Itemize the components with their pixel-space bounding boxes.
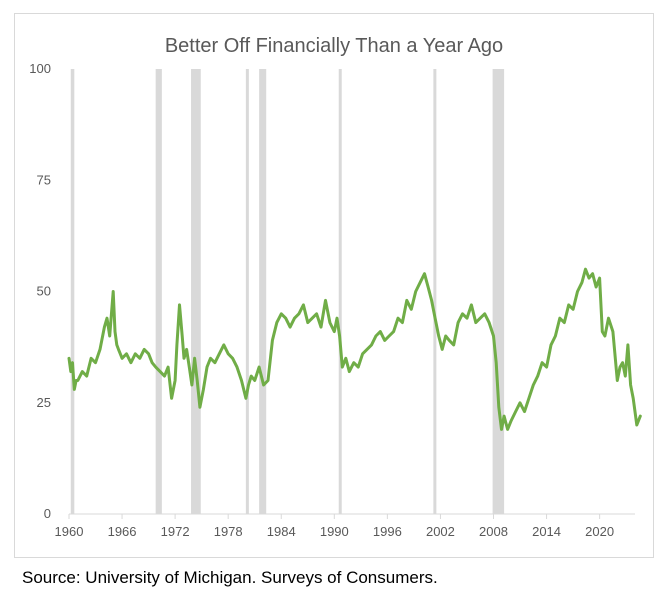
x-tick-label: 1978 (214, 524, 243, 539)
recession-band (259, 69, 267, 514)
chart-title: Better Off Financially Than a Year Ago (165, 35, 503, 57)
recession-band (245, 69, 249, 514)
x-tick-label: 1960 (55, 524, 84, 539)
recession-band (191, 69, 201, 514)
y-tick-label: 25 (37, 395, 51, 410)
x-tick-label: 2002 (426, 524, 455, 539)
series-line (67, 267, 642, 431)
x-tick-label: 1984 (267, 524, 296, 539)
x-tick-label: 1990 (320, 524, 349, 539)
recession-band (155, 69, 162, 514)
source-note: Source: University of Michigan. Surveys … (22, 568, 438, 587)
y-tick-label: 0 (44, 506, 51, 521)
chart-frame: Better Off Financially Than a Year Ago 0… (14, 13, 654, 558)
recession-band (433, 69, 437, 514)
recession-bands (70, 69, 505, 514)
x-tick-label: 1972 (161, 524, 190, 539)
chart-svg: Better Off Financially Than a Year Ago 0… (29, 35, 642, 539)
recession-band (492, 69, 505, 514)
x-tick-label: 1996 (373, 524, 402, 539)
y-tick-label: 75 (37, 172, 51, 187)
x-tick-label: 1966 (108, 524, 137, 539)
x-axis-ticks: 1960 1966 1972 1978 1984 1990 1996 2002 2008 2014… (55, 514, 614, 539)
x-tick-label: 2008 (479, 524, 508, 539)
x-tick-label: 2020 (585, 524, 614, 539)
y-tick-label: 100 (29, 61, 51, 76)
recession-band (70, 69, 75, 514)
y-axis-ticks: 0 25 50 75 100 (29, 61, 51, 521)
y-tick-label: 50 (37, 284, 51, 299)
x-tick-label: 2014 (532, 524, 561, 539)
recession-band (338, 69, 342, 514)
